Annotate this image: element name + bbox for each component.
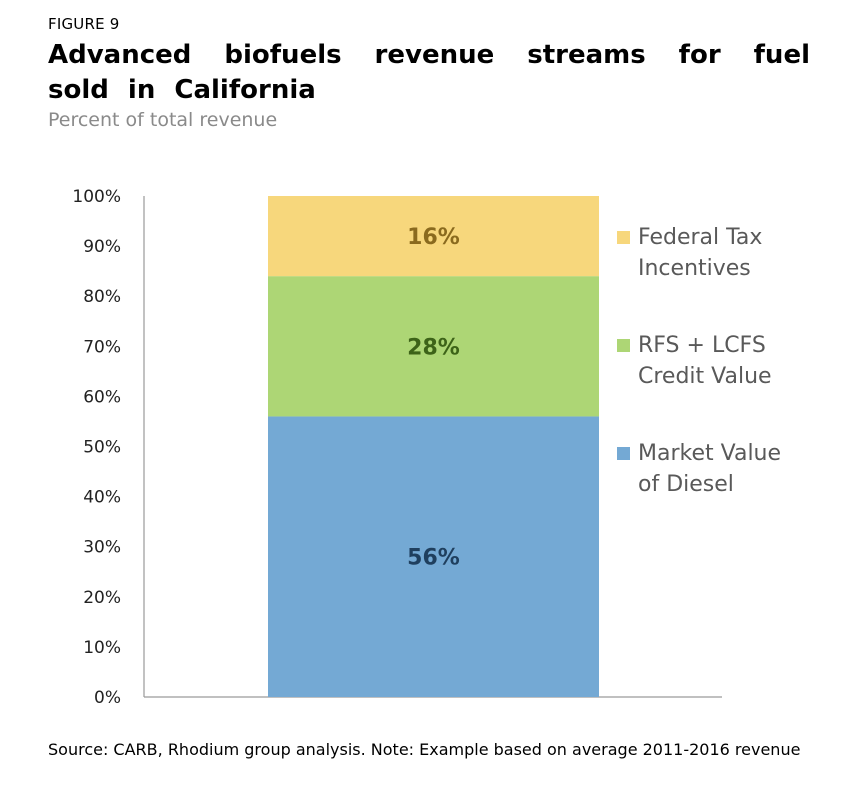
chart-title: Advanced biofuels revenue streams for fu…	[48, 40, 810, 105]
figure-label: FIGURE 9	[48, 15, 120, 33]
y-tick-label: 20%	[83, 588, 121, 608]
y-tick-label: 70%	[83, 337, 121, 357]
y-tick-label: 50%	[83, 438, 121, 458]
y-tick-label: 100%	[72, 187, 121, 207]
stacked-bar-chart: 0% 10% 20% 30% 40% 50% 60% 70% 80% 90% 100% 56% 28%…	[72, 187, 781, 708]
legend-label-line: RFS + LCFS	[638, 333, 766, 358]
y-tick-label: 80%	[83, 287, 121, 307]
y-axis: 0% 10% 20% 30% 40% 50% 60% 70% 80% 90% 100%	[72, 187, 722, 708]
legend-swatch	[617, 231, 630, 244]
legend-swatch	[617, 447, 630, 460]
y-tick-label: 0%	[94, 688, 121, 708]
legend-label-line: Market Value	[638, 441, 781, 466]
y-tick-label: 40%	[83, 488, 121, 508]
data-label-1: 28%	[407, 335, 460, 360]
legend-item-2: Federal Tax Incentives	[617, 225, 762, 281]
source-note: Source: CARB, Rhodium group analysis. No…	[48, 740, 801, 759]
bar-segment-2	[268, 196, 599, 277]
bar-segment-0	[268, 416, 599, 697]
legend-item-1: RFS + LCFS Credit Value	[617, 333, 772, 389]
legend-label-line: Incentives	[638, 256, 751, 281]
y-tick-label: 60%	[83, 387, 121, 407]
bar-stack: 56% 28% 16%	[268, 196, 599, 697]
chart-subtitle: Percent of total revenue	[48, 109, 278, 131]
y-tick-label: 30%	[83, 538, 121, 558]
legend-swatch	[617, 339, 630, 352]
bar-segment-1	[268, 276, 599, 417]
legend-item-0: Market Value of Diesel	[617, 441, 781, 497]
legend-label-line: Credit Value	[638, 364, 772, 389]
legend-label-line: of Diesel	[638, 472, 734, 497]
y-tick-label: 10%	[83, 638, 121, 658]
data-label-2: 16%	[407, 225, 460, 250]
y-tick-label: 90%	[83, 237, 121, 257]
legend-label-line: Federal Tax	[638, 225, 762, 250]
legend: Federal Tax Incentives RFS + LCFS Credit Va…	[617, 225, 781, 497]
data-label-0: 56%	[407, 546, 460, 571]
